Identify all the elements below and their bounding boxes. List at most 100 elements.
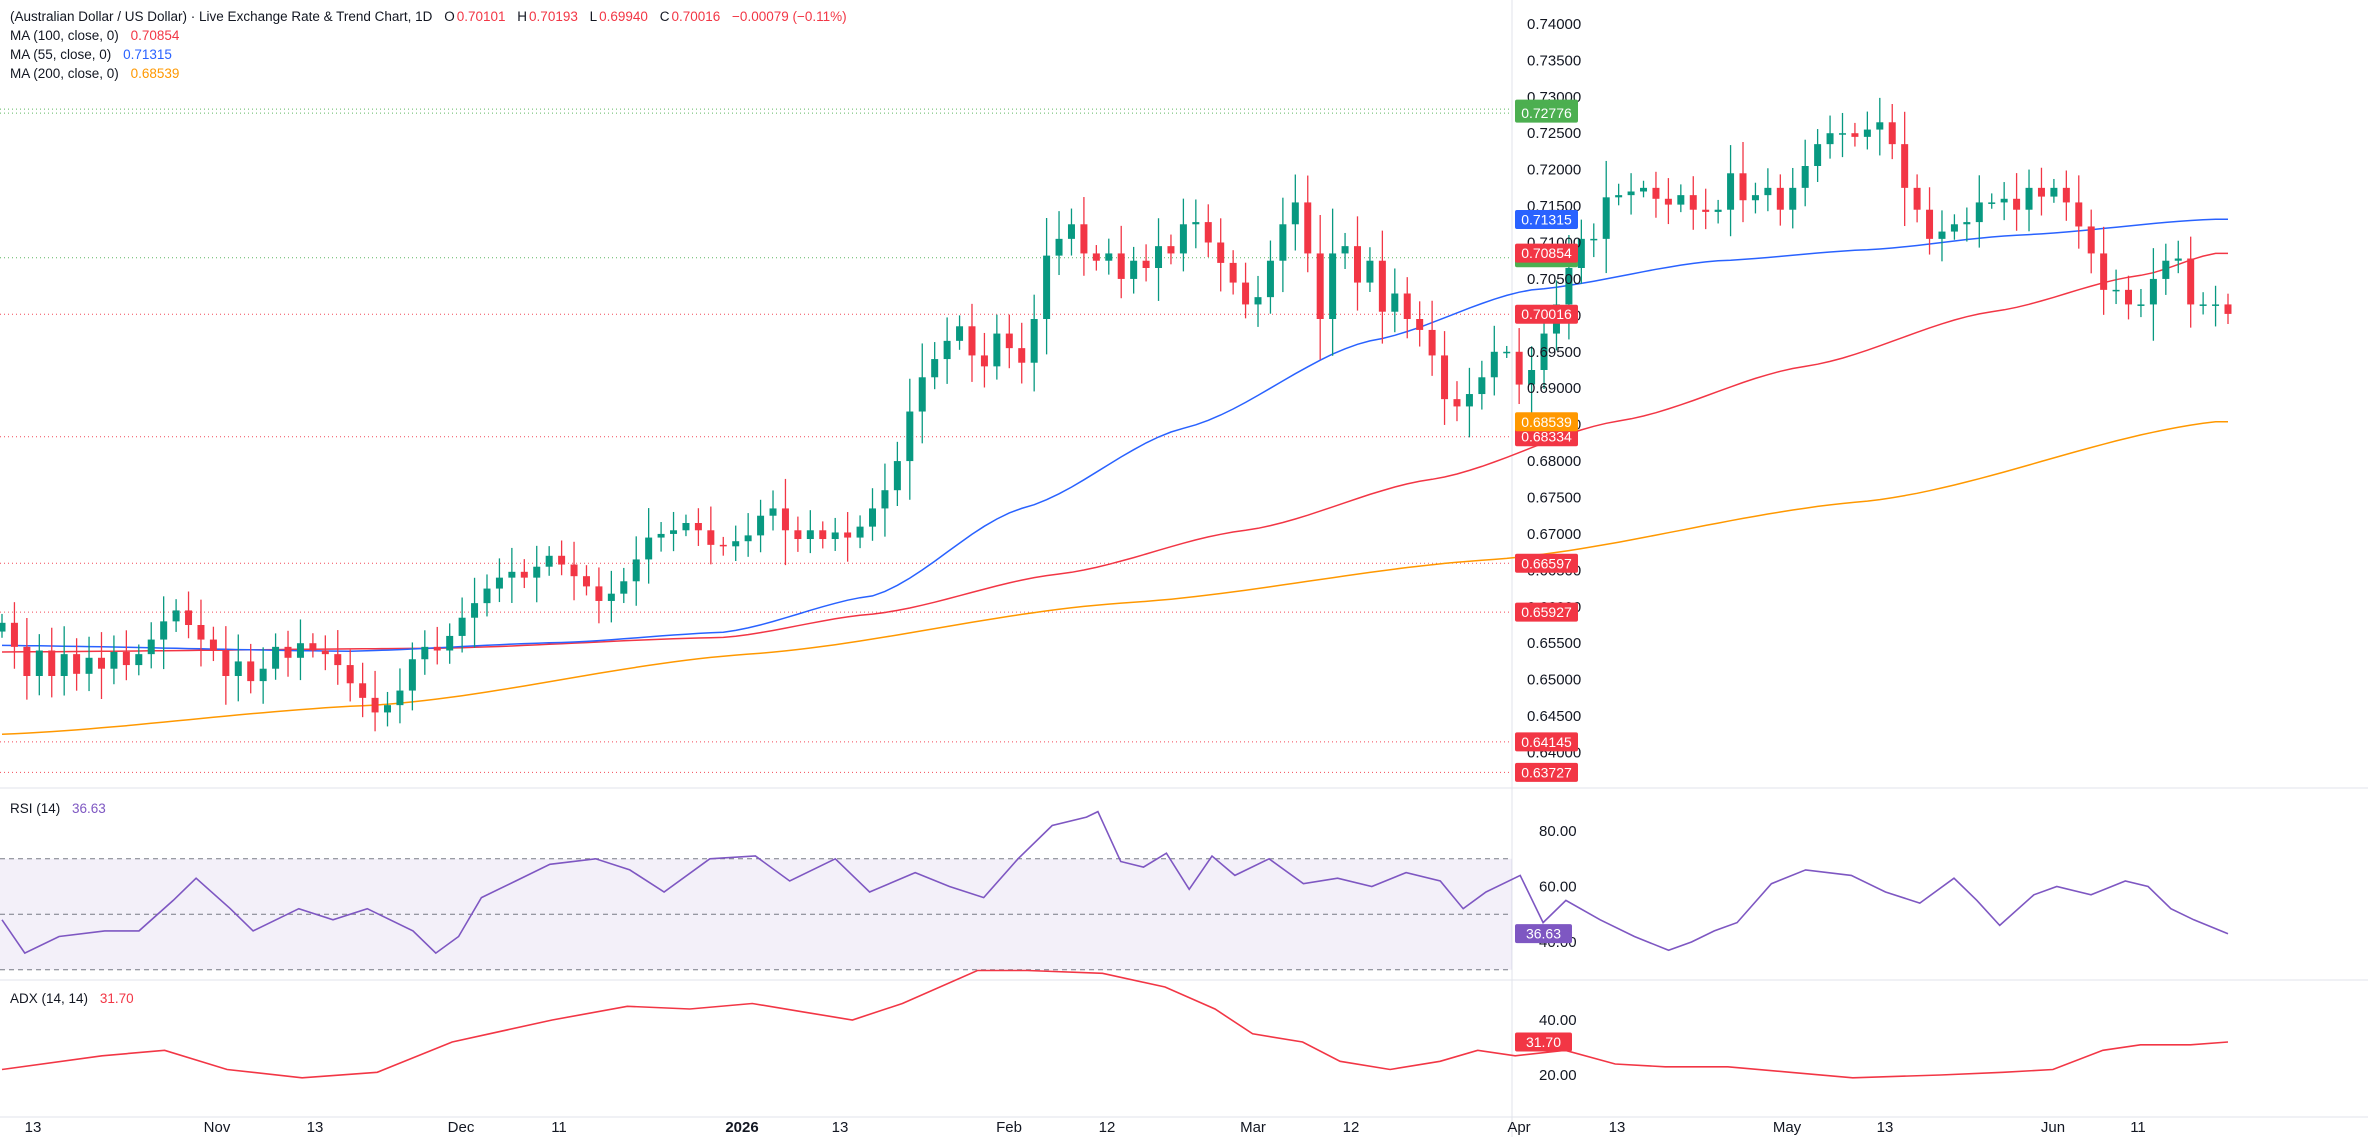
candle-body [197,625,205,640]
candle-body [296,643,304,658]
candle-body [1838,133,1846,135]
candle-body [284,646,292,658]
candle-body [122,651,130,666]
candle-body [185,610,193,625]
candle-body [2050,187,2058,197]
ma-last-tag: 0.70854 [1521,245,1572,261]
candle-body [757,515,765,536]
candle-body [495,577,503,589]
candle-body [1801,166,1809,188]
candle-body [1677,195,1685,205]
candle-body [1192,222,1200,225]
level-tag: 0.72776 [1521,105,1572,121]
symbol-title[interactable]: (Australian Dollar / US Dollar) · Live E… [10,9,433,24]
main-legend: (Australian Dollar / US Dollar) · Live E… [10,7,849,83]
candle-body [147,639,155,655]
price-tick-label: 0.74000 [1527,16,1581,33]
candle-body [2199,304,2207,306]
ma55-legend[interactable]: MA (55, close, 0) 0.71315 [10,45,849,64]
candle-body [1391,293,1399,312]
change-value: −0.00079 (−0.11%) [732,9,847,24]
candle-body [1428,329,1436,356]
level-tag-bg [1515,732,1578,752]
candle-body [1055,238,1063,256]
candle-body [1465,394,1473,407]
candle-body [993,333,1001,367]
rsi-legend[interactable]: RSI (14) 36.63 [10,799,108,818]
candle-body [1092,253,1100,261]
price-tick-label: 0.65500 [1527,635,1581,652]
candle-body [1403,293,1411,319]
ma200-line [1,420,2228,736]
candle-body [2062,187,2070,203]
ma200-legend[interactable]: MA (200, close, 0) 0.68539 [10,64,849,83]
candle-body [1515,351,1523,385]
rsi-line [1,810,2229,955]
candle-body [1789,187,1797,210]
candle-body [1179,224,1187,254]
level-tag-bg [1515,602,1578,622]
candle-body [931,359,939,378]
candle-body [707,530,715,545]
candle-body [309,643,317,651]
candle-body [893,461,901,491]
candle-body [1030,319,1038,363]
ma100-line [1,252,2228,653]
adx-pane[interactable]: 40.00 20.00 31.70 [1,969,2229,1085]
candle-body [2087,226,2095,254]
candle-body [582,576,590,587]
candle-body [23,646,31,676]
adx-legend[interactable]: ADX (14, 14) 31.70 [10,989,136,1008]
candle-body [1577,238,1585,268]
candle-body [508,571,516,578]
price-tick-label: 0.70500 [1527,271,1581,288]
candle-body [732,541,740,547]
candle-body [1043,255,1051,319]
candle-body [97,657,105,669]
level-tag-bg [1515,304,1578,324]
candle-body [471,603,479,618]
candle-body [670,530,678,534]
close-label: C [659,9,670,24]
candle-body [234,661,242,676]
time-tick-label: 2026 [725,1119,758,1136]
candle-body [2187,258,2195,305]
candle-body [1826,133,1834,145]
candle-body [10,622,18,647]
level-tag: 0.66597 [1521,555,1572,571]
price-axis[interactable]: 0.740000.735000.730000.725000.720000.715… [1515,16,1581,782]
candle-body [1080,224,1088,254]
candle-body [1229,262,1237,283]
candle-body [906,411,914,462]
candle-body [2037,187,2045,197]
candle-body [570,564,578,577]
candle-body [135,654,143,666]
candle-body [1018,348,1026,363]
candle-body [1938,231,1946,239]
candle-body [844,532,852,538]
candle-body [856,526,864,538]
open-label: O [444,9,455,24]
ma100-legend[interactable]: MA (100, close, 0) 0.70854 [10,26,849,45]
candle-body [160,621,168,640]
candle-body [1005,333,1013,349]
candle-body [744,535,752,542]
ma200-value: 0.68539 [130,66,180,81]
candlesticks[interactable] [0,97,2232,732]
candle-body [1727,173,1735,210]
time-axis[interactable]: 13 Nov 13 Dec 11 2026 13 Feb 12 Mar 12 Apr 13 May 13 Ju… [25,1119,2146,1136]
rsi-tick-label: 60.00 [1539,879,1577,896]
candle-body [2162,260,2170,279]
low-value: 0.69940 [599,9,648,24]
candle-body [1416,319,1424,330]
candle-body [1640,187,1648,192]
candle-body [682,523,690,531]
candle-body [1714,209,1722,212]
candle-body [806,530,814,540]
candle-body [1776,187,1784,210]
candle-body [209,639,217,651]
candle-body [657,533,665,538]
candle-body [1217,242,1225,263]
